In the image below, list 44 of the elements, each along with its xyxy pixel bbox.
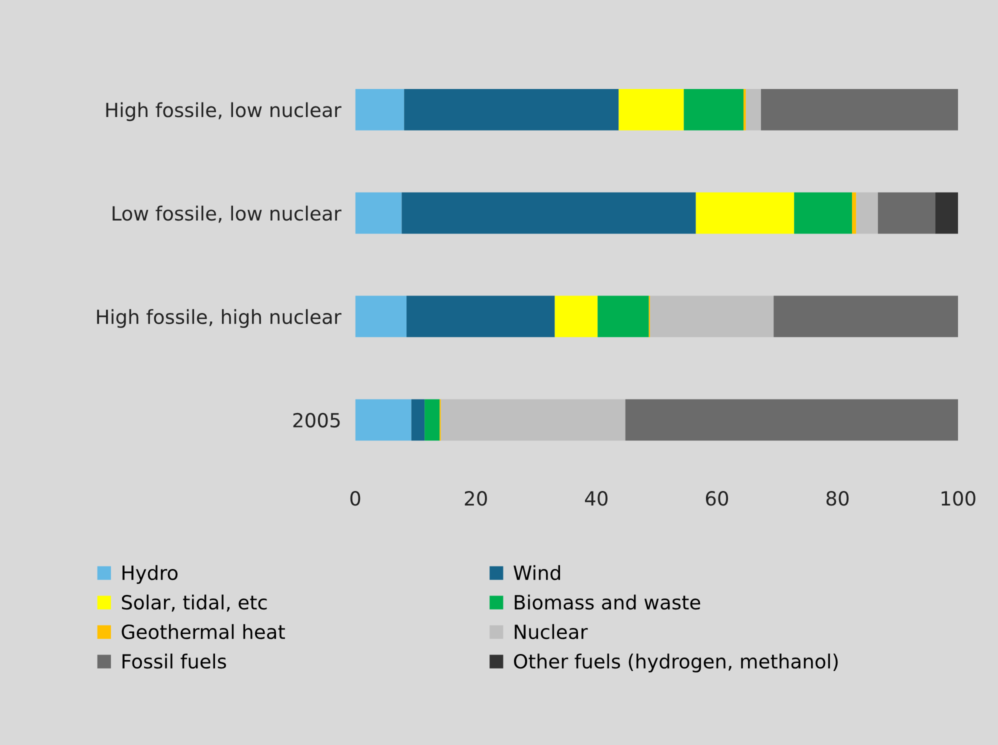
bar (746, 88, 761, 130)
x-tick-label: 20 (464, 491, 487, 506)
legend-label: Fossil fuels (122, 654, 226, 669)
bar (696, 192, 794, 234)
bar (355, 192, 402, 234)
bar (554, 296, 598, 338)
bar (743, 88, 746, 130)
bar (625, 399, 958, 441)
bar (355, 296, 407, 338)
bar (650, 296, 774, 338)
bar (684, 88, 744, 130)
bar (440, 399, 626, 441)
bar (406, 296, 555, 338)
x-tick-label: 0 (350, 491, 360, 506)
legend-label: Hydro (122, 565, 178, 584)
bar (794, 192, 852, 234)
x-tick-label: 60 (706, 491, 728, 506)
x-tick-label: 100 (942, 491, 976, 506)
bar (404, 88, 619, 130)
x-tick-label: 40 (584, 491, 608, 506)
bar (760, 88, 958, 130)
x-tick-label: 80 (826, 491, 849, 506)
legend-label: Wind (514, 565, 560, 580)
bar (402, 192, 696, 234)
y-tick-label: High fossile, low nuclear (106, 102, 342, 122)
legend-label: Nuclear (514, 624, 588, 640)
bar (618, 88, 684, 130)
bar (852, 192, 856, 234)
bar (598, 296, 649, 338)
legend-label: Biomass and waste (514, 594, 700, 610)
bar (411, 399, 425, 441)
legend-label: Geothermal heat (122, 624, 285, 640)
y-tick-label: Low fossile, low nuclear (112, 206, 342, 223)
bar (355, 88, 404, 130)
bar (878, 192, 936, 234)
legend-label: Other fuels (hydrogen, methanol) (514, 654, 838, 672)
bar (856, 192, 878, 234)
y-tick-label: High fossile, high nuclear (97, 309, 342, 328)
bar (774, 296, 958, 338)
legend-label: Solar, tidal, etc (122, 594, 267, 612)
y-tick-label: 2005 (293, 412, 340, 428)
bar (424, 399, 440, 441)
bar (935, 192, 958, 234)
bar (355, 399, 412, 441)
